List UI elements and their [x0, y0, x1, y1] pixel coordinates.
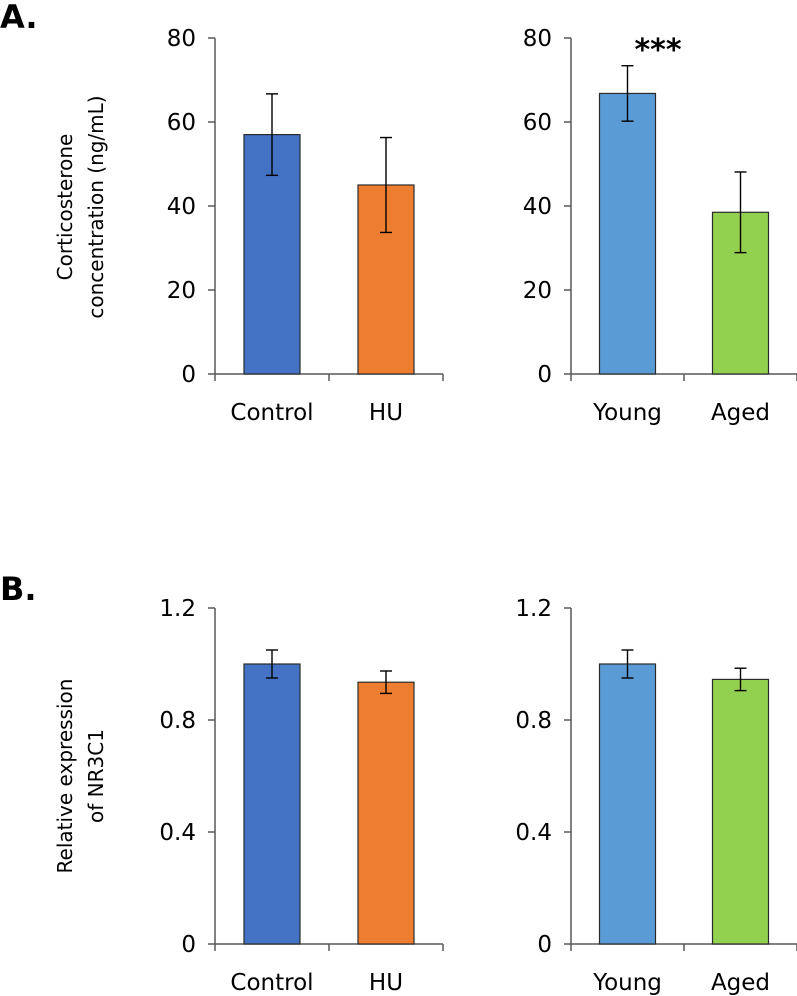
- x-tick-label: Aged: [711, 400, 770, 426]
- x-tick-label: HU: [369, 400, 403, 426]
- x-tick-label: HU: [369, 970, 403, 996]
- bar-aged: [711, 678, 770, 945]
- x-tick-label: Aged: [711, 970, 770, 996]
- y-tick-label: 40: [523, 194, 552, 220]
- y-tick-label: 20: [167, 278, 196, 304]
- bar-hu: [357, 681, 415, 945]
- y-tick-label: 0.4: [159, 820, 196, 846]
- chart-b-control-hu: 0 0.4 0.8 1.2 Control HU: [159, 596, 444, 996]
- panel-label-a: A.: [0, 0, 38, 36]
- chart-a-young-aged: 0 20 40 60 80 Young Aged ***: [523, 26, 797, 426]
- y-tick-label: 80: [523, 26, 552, 52]
- y-tick-label: 80: [167, 26, 196, 52]
- y-axis-title-b-line1: Relative expression: [53, 679, 77, 874]
- y-tick-label: 0.8: [515, 708, 552, 734]
- significance-annotation: ***: [634, 33, 681, 68]
- bar-young: [598, 663, 657, 945]
- y-tick-label: 40: [167, 194, 196, 220]
- x-tick-label: Young: [592, 400, 662, 426]
- y-tick-label: 1.2: [159, 596, 196, 622]
- y-tick-label: 20: [523, 278, 552, 304]
- y-tick-label: 0: [537, 932, 552, 958]
- y-tick-label: 0: [181, 932, 196, 958]
- bar-young: [598, 92, 657, 375]
- chart-b-young-aged: 0 0.4 0.8 1.2 Young Aged: [515, 596, 797, 996]
- y-tick-label: 60: [523, 110, 552, 136]
- chart-a-control-hu: 0 20 40 60 80 Control HU: [167, 26, 444, 426]
- y-axis-title-a-line2: concentration (ng/mL): [84, 95, 108, 318]
- y-tick-label: 0.4: [515, 820, 552, 846]
- y-tick-label: 0.8: [159, 708, 196, 734]
- panel-label-b: B.: [0, 570, 37, 608]
- x-tick-label: Control: [230, 400, 313, 426]
- y-tick-label: 60: [167, 110, 196, 136]
- y-axis-title-b-line2: of NR3C1: [84, 729, 108, 823]
- x-tick-label: Young: [592, 970, 662, 996]
- bar-control: [243, 663, 301, 945]
- bar-hu: [357, 184, 415, 375]
- y-tick-label: 0: [537, 362, 552, 388]
- y-axis-title-a-line1: Corticosterone: [53, 134, 77, 281]
- x-tick-label: Control: [230, 970, 313, 996]
- y-tick-label: 1.2: [515, 596, 552, 622]
- y-tick-label: 0: [181, 362, 196, 388]
